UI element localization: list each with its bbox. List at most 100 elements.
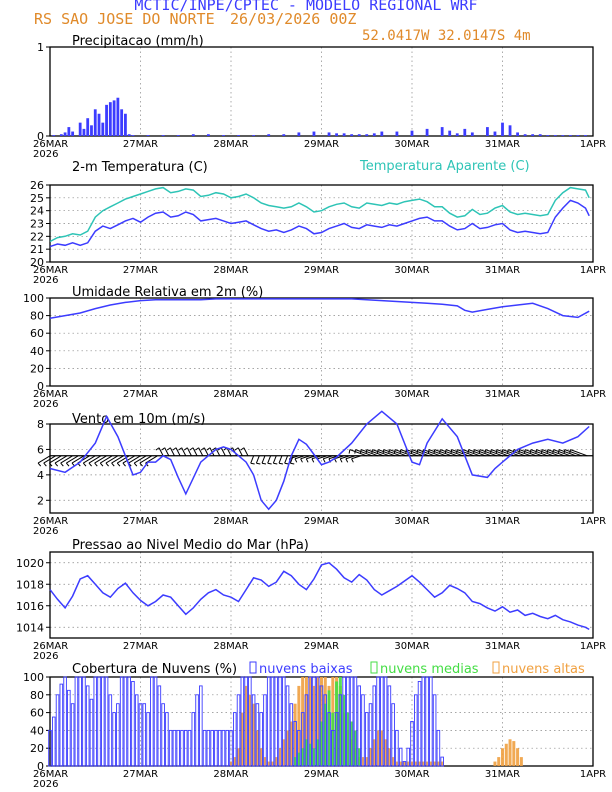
wind-barb bbox=[366, 449, 384, 457]
low-cloud-bar bbox=[308, 676, 312, 767]
y-tick-label: 6 bbox=[37, 443, 44, 456]
wind-barb-feather bbox=[444, 449, 447, 454]
low-cloud-bar bbox=[297, 729, 301, 767]
wind-barb bbox=[192, 447, 198, 457]
time-tick-label: 29MAR bbox=[304, 516, 339, 527]
wind-barb-feather bbox=[546, 449, 549, 454]
low-cloud-bar bbox=[432, 694, 437, 767]
wind-barb bbox=[94, 455, 107, 464]
wind-barb-feather bbox=[37, 462, 42, 467]
wind-barb-feather bbox=[405, 449, 407, 454]
low-cloud-bar bbox=[323, 694, 328, 767]
low-cloud-bar bbox=[112, 712, 116, 767]
precip-bar bbox=[448, 130, 452, 136]
wind-barb-feather bbox=[427, 449, 430, 454]
precip-bar bbox=[191, 134, 195, 136]
wind-barb-feather bbox=[478, 449, 481, 454]
wind-barb-feather bbox=[490, 449, 492, 454]
time-tick-label: 31MAR bbox=[485, 389, 520, 400]
wind-barb-feather bbox=[376, 449, 379, 454]
precip-bar bbox=[222, 135, 225, 136]
low-cloud-bar bbox=[138, 703, 143, 767]
wind-barb bbox=[457, 449, 475, 457]
low-cloud-bar bbox=[157, 685, 162, 767]
wind-barb bbox=[417, 449, 435, 457]
year-label: 2026 bbox=[33, 651, 58, 662]
time-tick-label: 26MAR bbox=[33, 265, 68, 276]
wind-barb-feather bbox=[294, 458, 298, 463]
precip-bar bbox=[584, 135, 587, 136]
medium-cloud-bar bbox=[357, 748, 361, 766]
medium-cloud-bar bbox=[342, 694, 346, 766]
low-cloud-bar bbox=[214, 729, 218, 767]
high-cloud-bar bbox=[387, 748, 391, 766]
wind-barb-feather bbox=[278, 462, 284, 465]
panel-title: Umidade Relativa em 2m (%) bbox=[72, 285, 263, 300]
time-tick-label: 26MAR bbox=[33, 139, 68, 150]
wind-barb bbox=[502, 449, 520, 457]
wind-barb bbox=[181, 447, 187, 457]
wind-barb bbox=[570, 449, 588, 457]
year-label: 2026 bbox=[33, 149, 58, 160]
high-cloud-bar bbox=[233, 757, 237, 766]
wind-barb bbox=[558, 449, 577, 457]
low-cloud-bar bbox=[364, 712, 369, 767]
low-cloud-bar bbox=[372, 685, 377, 767]
wind-barb bbox=[530, 449, 548, 457]
panel-title: Cobertura de Nuvens (%) bbox=[72, 662, 237, 677]
wind-barb bbox=[255, 455, 260, 464]
low-cloud-bar bbox=[236, 694, 241, 767]
time-tick-label: 31MAR bbox=[485, 265, 520, 276]
y-tick-label: 100 bbox=[23, 292, 44, 305]
low-cloud-bar bbox=[421, 676, 426, 767]
y-tick-label: 0 bbox=[37, 380, 44, 393]
high-cloud-bar bbox=[301, 677, 305, 766]
low-cloud-bar bbox=[142, 703, 147, 767]
wind-barb bbox=[186, 447, 192, 457]
precip-bar bbox=[350, 134, 354, 136]
low-cloud-bar bbox=[225, 729, 229, 767]
low-cloud-bar bbox=[300, 712, 305, 767]
temperature-line bbox=[49, 199, 590, 248]
high-cloud-bar bbox=[248, 694, 252, 766]
medium-cloud-bar bbox=[293, 757, 297, 766]
low-cloud-bar bbox=[199, 685, 203, 767]
high-cloud-bar bbox=[402, 761, 406, 766]
precip-bar bbox=[101, 122, 105, 136]
wind-barb bbox=[66, 455, 79, 464]
wind-barb-feather bbox=[569, 449, 571, 454]
wind-barb bbox=[100, 455, 113, 464]
y-tick-label: 8 bbox=[37, 418, 44, 431]
wind-barb bbox=[508, 449, 526, 457]
medium-cloud-bar bbox=[308, 743, 312, 766]
wind-barb-feather bbox=[473, 449, 475, 454]
low-cloud-bar bbox=[410, 721, 414, 767]
low-cloud-bar bbox=[282, 676, 286, 767]
time-tick-label: 27MAR bbox=[123, 769, 158, 780]
panel-title: 2-m Temperatura (C) bbox=[72, 160, 208, 175]
y-tick-label: 4 bbox=[37, 469, 44, 482]
low-cloud-bar bbox=[134, 694, 139, 767]
time-tick-label: 27MAR bbox=[123, 265, 158, 276]
wind-barb-feather bbox=[359, 449, 362, 454]
wind-barb bbox=[372, 449, 390, 457]
y-tick-label: 1016 bbox=[16, 600, 44, 613]
precip-bar bbox=[335, 133, 338, 136]
wind-barb-feather bbox=[365, 449, 368, 454]
year-label: 2026 bbox=[33, 779, 58, 790]
high-cloud-bar bbox=[361, 757, 365, 766]
time-tick-label: 30MAR bbox=[394, 389, 429, 400]
panel-frame bbox=[49, 46, 594, 137]
wind-barb bbox=[377, 449, 396, 457]
precip-bar bbox=[561, 135, 565, 136]
wind-barb-feather bbox=[250, 462, 255, 465]
panel-frame bbox=[49, 184, 594, 263]
low-cloud-bar bbox=[82, 676, 86, 767]
wind-barb-feather bbox=[94, 462, 98, 467]
pressure-line bbox=[49, 561, 590, 631]
low-cloud-bar bbox=[406, 747, 410, 767]
wind-barb bbox=[37, 455, 51, 464]
y-tick-label: 1020 bbox=[16, 557, 44, 570]
precip-bar bbox=[237, 135, 240, 136]
precip-bar bbox=[116, 97, 120, 136]
